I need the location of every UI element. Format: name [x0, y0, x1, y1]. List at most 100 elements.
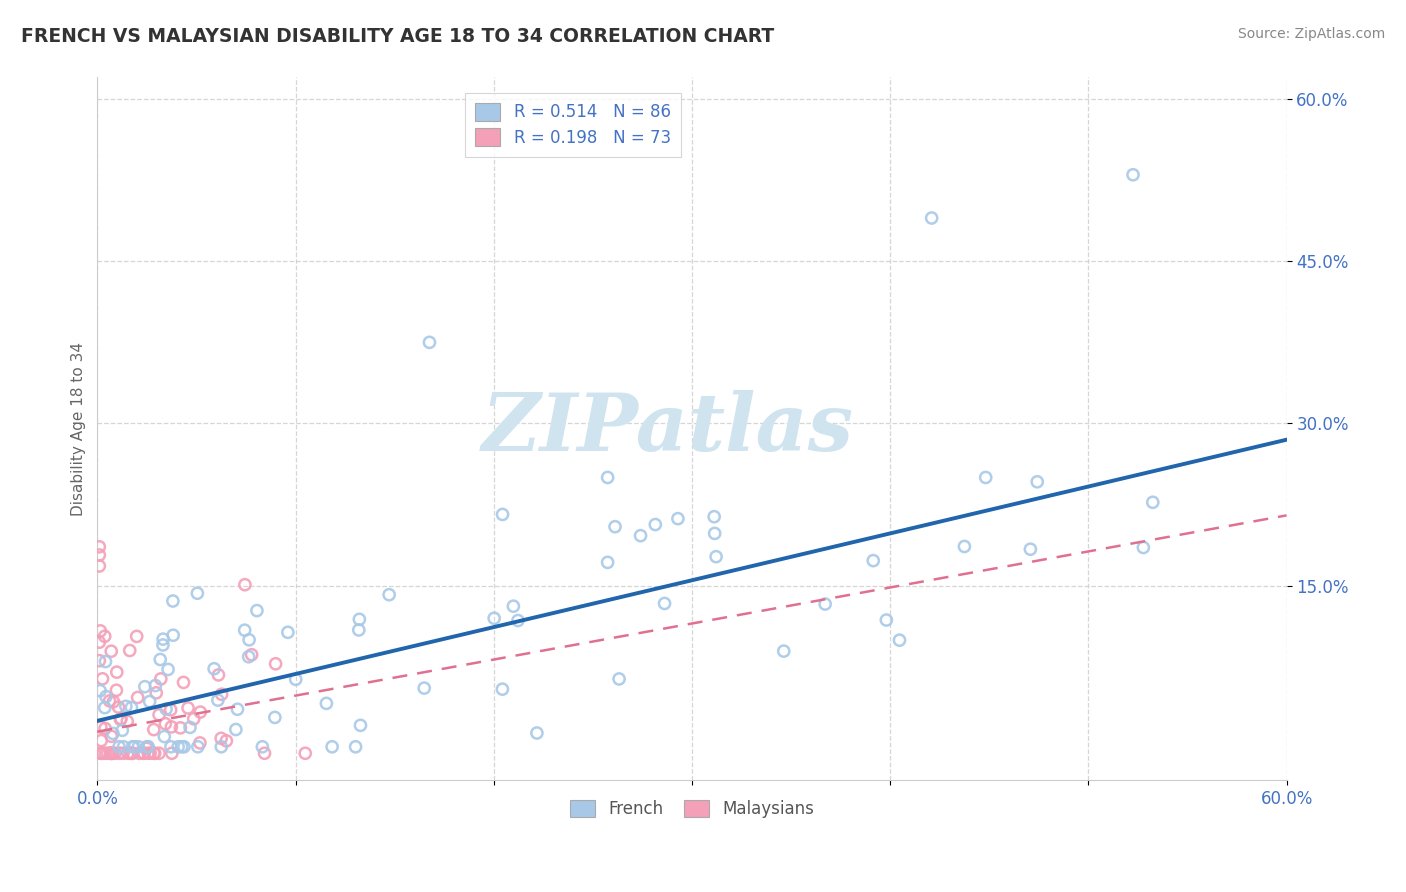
Point	[188, 736, 211, 750]
Point	[378, 588, 401, 602]
Point	[1142, 495, 1164, 509]
Point	[97, 746, 120, 760]
Point	[169, 721, 191, 735]
Point	[160, 720, 183, 734]
Point	[100, 746, 122, 760]
Point	[132, 746, 155, 760]
Point	[117, 746, 139, 760]
Point	[89, 635, 111, 649]
Point	[349, 718, 371, 732]
Point	[233, 623, 256, 637]
Point	[149, 672, 172, 686]
Point	[526, 726, 548, 740]
Point	[139, 746, 162, 760]
Point	[294, 746, 316, 760]
Point	[90, 720, 112, 734]
Point	[413, 681, 436, 695]
Point	[135, 741, 157, 756]
Point	[238, 649, 260, 664]
Point	[157, 662, 180, 676]
Legend: French, Malaysians: French, Malaysians	[564, 793, 821, 825]
Point	[108, 739, 131, 754]
Point	[240, 648, 263, 662]
Point	[89, 654, 111, 668]
Point	[159, 703, 181, 717]
Point	[93, 629, 115, 643]
Point	[160, 746, 183, 760]
Point	[89, 540, 111, 554]
Y-axis label: Disability Age 18 to 34: Disability Age 18 to 34	[72, 342, 86, 516]
Point	[252, 739, 274, 754]
Point	[862, 553, 884, 567]
Point	[211, 687, 233, 701]
Point	[127, 739, 149, 754]
Point	[315, 697, 337, 711]
Point	[704, 549, 727, 564]
Point	[142, 746, 165, 760]
Point	[277, 625, 299, 640]
Point	[121, 746, 143, 760]
Point	[187, 739, 209, 754]
Point	[491, 682, 513, 697]
Point	[89, 683, 111, 698]
Point	[155, 716, 177, 731]
Point	[344, 739, 367, 754]
Point	[103, 695, 125, 709]
Point	[142, 723, 165, 737]
Point	[264, 657, 287, 671]
Point	[502, 599, 524, 614]
Point	[145, 679, 167, 693]
Point	[630, 529, 652, 543]
Point	[225, 723, 247, 737]
Point	[284, 673, 307, 687]
Point	[703, 509, 725, 524]
Text: ZIPatlas: ZIPatlas	[482, 390, 855, 467]
Point	[125, 629, 148, 643]
Point	[118, 643, 141, 657]
Point	[666, 511, 689, 525]
Point	[145, 686, 167, 700]
Point	[772, 644, 794, 658]
Point	[148, 746, 170, 760]
Point	[814, 597, 837, 611]
Point	[132, 746, 155, 760]
Point	[263, 710, 285, 724]
Point	[100, 729, 122, 743]
Point	[207, 668, 229, 682]
Point	[94, 700, 117, 714]
Point	[90, 746, 112, 760]
Point	[124, 739, 146, 754]
Point	[703, 526, 725, 541]
Point	[875, 613, 897, 627]
Point	[644, 517, 666, 532]
Point	[173, 675, 195, 690]
Point	[152, 632, 174, 647]
Point	[596, 555, 619, 569]
Point	[112, 739, 135, 754]
Point	[100, 746, 122, 760]
Point	[121, 746, 143, 760]
Point	[107, 700, 129, 714]
Point	[90, 746, 112, 760]
Point	[100, 644, 122, 658]
Point	[1019, 542, 1042, 557]
Point	[117, 714, 139, 729]
Text: FRENCH VS MALAYSIAN DISABILITY AGE 18 TO 34 CORRELATION CHART: FRENCH VS MALAYSIAN DISABILITY AGE 18 TO…	[21, 27, 775, 45]
Point	[209, 731, 232, 746]
Point	[349, 612, 371, 626]
Point	[889, 633, 911, 648]
Point	[1122, 168, 1144, 182]
Point	[128, 746, 150, 760]
Point	[153, 730, 176, 744]
Point	[108, 746, 131, 760]
Point	[89, 548, 111, 562]
Point	[953, 540, 976, 554]
Point	[233, 577, 256, 591]
Point	[177, 701, 200, 715]
Point	[121, 739, 143, 754]
Point	[136, 739, 159, 754]
Point	[89, 559, 111, 574]
Point	[202, 662, 225, 676]
Point	[101, 726, 124, 740]
Point	[111, 723, 134, 738]
